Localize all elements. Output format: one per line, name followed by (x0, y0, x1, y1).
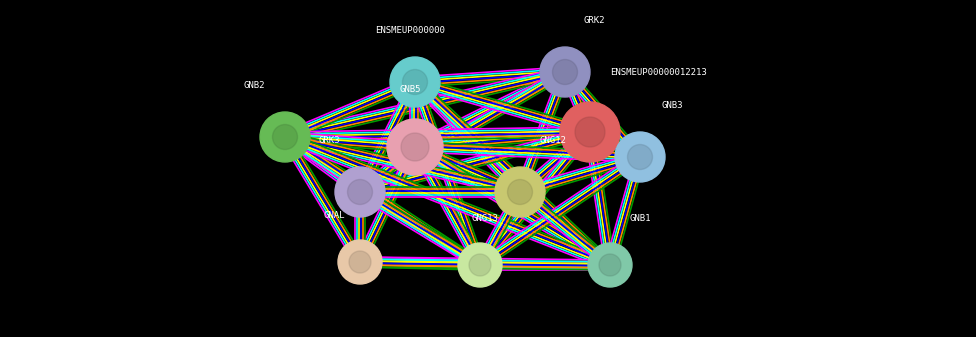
Circle shape (338, 240, 382, 284)
Circle shape (387, 119, 443, 175)
Circle shape (588, 243, 632, 287)
Circle shape (402, 69, 427, 94)
Circle shape (260, 112, 310, 162)
Text: GNAL: GNAL (323, 211, 345, 220)
Text: GRK3: GRK3 (318, 136, 340, 145)
Circle shape (390, 57, 440, 107)
Circle shape (552, 60, 578, 85)
Circle shape (508, 180, 533, 205)
Circle shape (599, 254, 621, 276)
Text: GNG12: GNG12 (540, 136, 567, 145)
Circle shape (615, 132, 665, 182)
Circle shape (272, 124, 298, 150)
Circle shape (495, 167, 545, 217)
Circle shape (458, 243, 502, 287)
Circle shape (401, 133, 429, 161)
Text: GRK2: GRK2 (583, 16, 604, 25)
Text: GNB2: GNB2 (243, 81, 265, 90)
Text: GNB5: GNB5 (399, 85, 421, 94)
Text: ENSMEUP000000: ENSMEUP000000 (375, 26, 445, 35)
Circle shape (575, 117, 605, 147)
Circle shape (347, 180, 373, 205)
Circle shape (349, 251, 371, 273)
Circle shape (560, 102, 620, 162)
Text: GNB1: GNB1 (630, 214, 652, 223)
Circle shape (469, 254, 491, 276)
Circle shape (540, 47, 590, 97)
Text: GNG13: GNG13 (471, 214, 499, 223)
Text: ENSMEUP00000012213: ENSMEUP00000012213 (610, 68, 707, 77)
Circle shape (335, 167, 385, 217)
Circle shape (628, 145, 653, 170)
Text: GNB3: GNB3 (662, 101, 683, 110)
